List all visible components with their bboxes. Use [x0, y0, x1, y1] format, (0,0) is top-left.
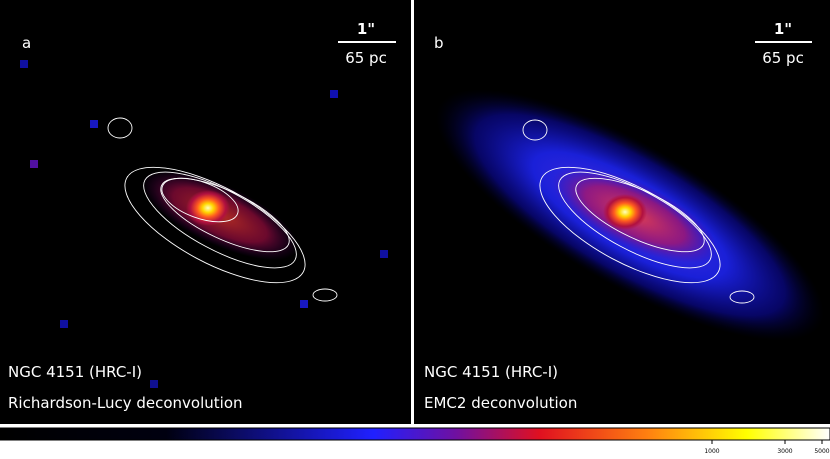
panel-a-image	[20, 60, 388, 388]
colorbar-tick-label: 1000	[704, 448, 719, 455]
panel-b-image	[436, 89, 824, 341]
colorbar	[0, 427, 830, 441]
method-name: Richardson-Lucy deconvolution	[8, 394, 243, 412]
colorbar-ticks: 1000 3000 5000	[704, 440, 830, 455]
scale-length: 65 pc	[345, 49, 387, 67]
colorbar-tick-label: 5000	[814, 448, 829, 455]
method-name: EMC2 deconvolution	[424, 394, 577, 412]
colorbar-tick-label: 3000	[777, 448, 792, 455]
scale-angle: 1"	[357, 20, 375, 38]
panel-a-text: a 1" 65 pc NGC 4151 (HRC-I) Richardson-L…	[8, 20, 396, 412]
scale-length: 65 pc	[762, 49, 804, 67]
panel-letter: a	[22, 34, 31, 52]
panel-letter: b	[434, 34, 444, 52]
object-name: NGC 4151 (HRC-I)	[424, 363, 558, 381]
divider	[411, 0, 414, 424]
panel-b-text: b 1" 65 pc NGC 4151 (HRC-I) EMC2 deconvo…	[424, 20, 812, 412]
object-name: NGC 4151 (HRC-I)	[8, 363, 142, 381]
scale-angle: 1"	[774, 20, 792, 38]
